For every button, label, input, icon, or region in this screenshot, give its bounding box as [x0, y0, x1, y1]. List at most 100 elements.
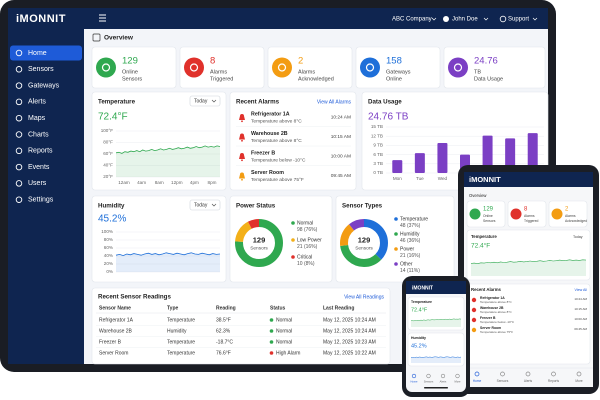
- bar: [482, 135, 493, 173]
- stat-icon: [360, 57, 380, 78]
- alarm-icon: [239, 133, 245, 140]
- support-icon: [499, 15, 507, 23]
- line-area: [411, 356, 461, 363]
- tab-icon: [440, 373, 446, 379]
- x-tick-label: Mon: [393, 176, 402, 181]
- nav-icon: [15, 131, 23, 138]
- nav-item[interactable]: Events: [28, 164, 50, 171]
- alarm-icon: [471, 317, 477, 323]
- legend-value: 14 (11%): [400, 268, 420, 274]
- bar: [414, 153, 425, 173]
- table-cell: 76.6°F: [216, 350, 231, 356]
- tab-label[interactable]: Home: [473, 379, 482, 383]
- nav-item[interactable]: Users: [28, 180, 47, 187]
- nav-icon: [15, 66, 23, 73]
- stat-value: 2: [565, 207, 569, 213]
- range-label: Today: [573, 235, 583, 239]
- donut-center-value: 129: [358, 235, 371, 244]
- table-cell: May 12, 2025 10:24 AM: [323, 328, 376, 334]
- range-dropdown[interactable]: [189, 95, 221, 107]
- legend-name: Critical: [297, 254, 312, 260]
- y-tick-label: 0%: [106, 269, 113, 274]
- alarm-detail: Temperature above 75°F: [251, 177, 304, 183]
- alarm-time: 10:00 AM: [574, 317, 587, 321]
- menu-icon[interactable]: [99, 14, 106, 22]
- line-series: [470, 259, 587, 265]
- company-menu[interactable]: ABC Company: [392, 17, 432, 23]
- phone-top-bar: [406, 281, 466, 294]
- tab-label[interactable]: Home: [411, 380, 418, 384]
- alarm-icon-clapper: [241, 159, 243, 162]
- alarm-time: 10:24 AM: [574, 297, 587, 301]
- alarm-detail: Temperature below -10°C: [480, 320, 515, 324]
- y-tick-label: 6 TB: [373, 152, 383, 157]
- tablet-stat-card: [507, 200, 547, 228]
- phone-humidity-card: [407, 332, 465, 367]
- nav-item[interactable]: Reports: [28, 148, 53, 155]
- bar: [527, 133, 538, 173]
- alarm-detail: Temperature above 8°C: [480, 310, 513, 314]
- stat-label: Online: [386, 76, 402, 82]
- range-dropdown[interactable]: [189, 199, 221, 211]
- nav-item[interactable]: Alerts: [28, 99, 46, 106]
- table-header: Last Reading: [323, 305, 354, 311]
- tab-label[interactable]: Alerts: [524, 379, 533, 383]
- y-tick-label: 80%: [104, 237, 113, 242]
- tab-label[interactable]: More: [455, 380, 461, 384]
- alarm-detail: Temperature above 8°C: [251, 138, 302, 144]
- table-cell: May 12, 2025 10:23 AM: [323, 339, 376, 345]
- chevron: [211, 203, 217, 207]
- panel-title: Temperature: [98, 99, 136, 106]
- tab-label[interactable]: Sensors: [424, 380, 434, 384]
- legend-name: Humidity: [400, 231, 420, 237]
- chevron: [532, 17, 538, 21]
- line-series: [115, 252, 221, 257]
- status-dot: [269, 329, 274, 333]
- stat-value: 129: [122, 56, 138, 67]
- stat-label: Alarms: [524, 214, 535, 218]
- legend-value: 46 (36%): [400, 238, 421, 244]
- range-label: Today: [194, 98, 208, 104]
- x-tick-label: 12am: [118, 180, 130, 185]
- view-all-link[interactable]: View All: [574, 288, 587, 292]
- panel-title: Data Usage: [368, 99, 402, 106]
- user-menu[interactable]: John Doe: [452, 17, 478, 23]
- legend-name: Temperature: [400, 216, 428, 222]
- tablet-top-bar: [464, 172, 593, 187]
- tab-label[interactable]: Alerts: [440, 380, 447, 384]
- tab-icon: [411, 373, 417, 379]
- alarm-name: Refrigerator 1A: [251, 111, 290, 117]
- stat-label: Acknowledged: [565, 219, 587, 223]
- legend-value: 98 (76%): [297, 227, 318, 233]
- tab-label[interactable]: Reports: [548, 379, 560, 383]
- nav-icon: [15, 98, 23, 106]
- legend-dot: [394, 217, 398, 221]
- nav-item[interactable]: Gateways: [28, 82, 60, 89]
- tab-label[interactable]: More: [575, 379, 582, 383]
- legend-name: Normal: [297, 220, 313, 226]
- nav-item[interactable]: Maps: [28, 115, 46, 122]
- alarm-icon: [239, 172, 245, 179]
- status-dot: [269, 351, 274, 355]
- alarm-name: Freezer B: [480, 316, 496, 320]
- stat-label: Alarms: [210, 69, 227, 75]
- chevron: [211, 99, 217, 103]
- table-cell: Normal: [276, 339, 292, 345]
- nav-item[interactable]: Charts: [28, 131, 49, 138]
- nav-item[interactable]: Sensors: [28, 66, 54, 73]
- donut-center-label: Sensors: [250, 245, 268, 251]
- alarm-time: 10:00 AM: [331, 153, 351, 159]
- nav-item[interactable]: Settings: [28, 197, 54, 204]
- view-all-link[interactable]: View All Readings: [344, 294, 384, 300]
- table-cell: Server Room: [99, 350, 128, 356]
- stat-label: Sensors: [483, 219, 496, 223]
- view-all-link[interactable]: View All Alarms: [317, 99, 352, 105]
- panel-title: Recent Alarms: [471, 287, 502, 292]
- nav-item[interactable]: Home: [28, 50, 47, 57]
- current-value: 45.2%: [411, 343, 427, 349]
- support-menu[interactable]: Support: [508, 17, 529, 23]
- tablet-stat-card: [548, 200, 588, 228]
- tab-label[interactable]: Sensors: [497, 379, 509, 383]
- y-tick-label: 0 TB: [373, 170, 383, 175]
- tab-icon: [455, 373, 460, 379]
